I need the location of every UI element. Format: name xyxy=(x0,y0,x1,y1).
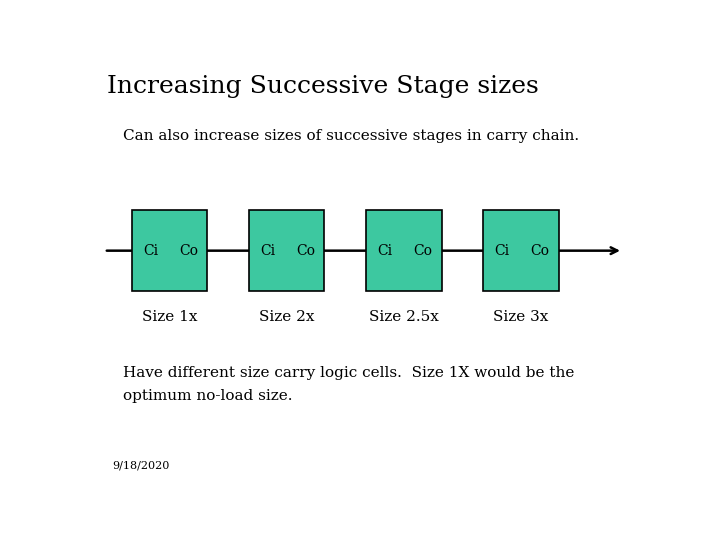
Bar xyxy=(132,210,207,292)
Text: Increasing Successive Stage sizes: Increasing Successive Stage sizes xyxy=(107,75,539,98)
Bar xyxy=(483,210,559,292)
Text: Co: Co xyxy=(413,244,432,258)
Bar xyxy=(366,210,441,292)
Text: Size 3x: Size 3x xyxy=(493,310,549,324)
Text: Size 2.5x: Size 2.5x xyxy=(369,310,438,324)
Text: Size 2x: Size 2x xyxy=(259,310,315,324)
Text: Co: Co xyxy=(531,244,549,258)
Bar xyxy=(249,210,324,292)
Text: Ci: Ci xyxy=(143,244,158,258)
Text: Co: Co xyxy=(179,244,198,258)
Text: Ci: Ci xyxy=(495,244,510,258)
Text: Co: Co xyxy=(296,244,315,258)
Text: Size 1x: Size 1x xyxy=(142,310,197,324)
Text: Ci: Ci xyxy=(261,244,276,258)
Text: Have different size carry logic cells.  Size 1X would be the: Have different size carry logic cells. S… xyxy=(124,366,575,380)
Text: Ci: Ci xyxy=(377,244,392,258)
Text: 9/18/2020: 9/18/2020 xyxy=(112,460,170,470)
Text: Can also increase sizes of successive stages in carry chain.: Can also increase sizes of successive st… xyxy=(124,129,580,143)
Text: optimum no-load size.: optimum no-load size. xyxy=(124,389,293,403)
